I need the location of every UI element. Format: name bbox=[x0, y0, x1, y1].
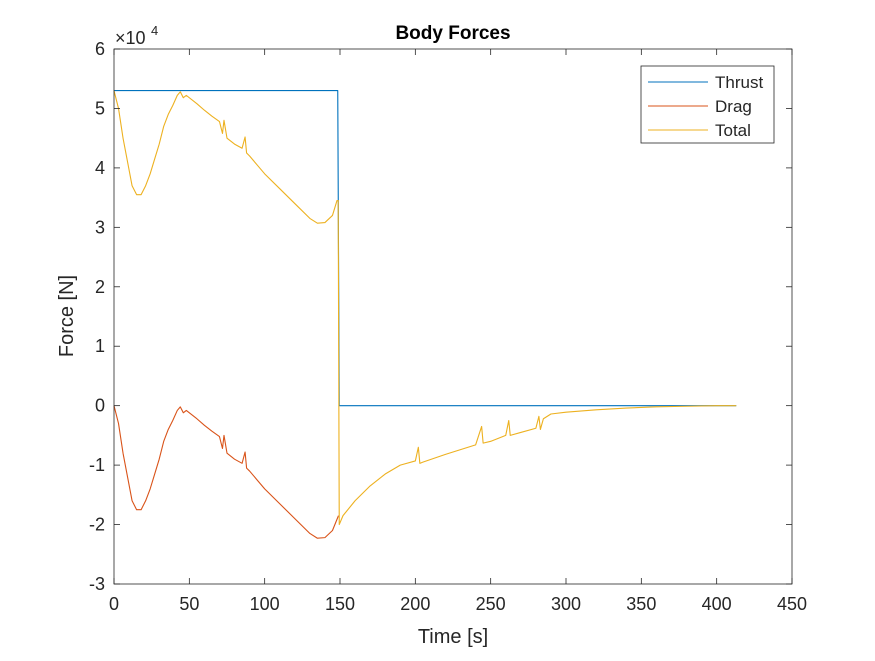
x-tick-label: 400 bbox=[702, 594, 732, 614]
x-tick-label: 250 bbox=[476, 594, 506, 614]
series-line-total bbox=[113, 90, 737, 526]
x-tick-label: 100 bbox=[250, 594, 280, 614]
series-line-drag bbox=[113, 405, 339, 539]
x-tick-label: 450 bbox=[777, 594, 807, 614]
legend-label-drag: Drag bbox=[715, 97, 752, 116]
y-tick-label: 0 bbox=[95, 396, 105, 416]
y-tick-label: 4 bbox=[95, 158, 105, 178]
y-axis-ticks: -3 -2 -1 0 1 2 3 4 5 6 bbox=[89, 39, 792, 594]
y-tick-label: 1 bbox=[95, 336, 105, 356]
x-tick-label: 350 bbox=[626, 594, 656, 614]
y-tick-label: -1 bbox=[89, 455, 105, 475]
legend: Thrust Drag Total bbox=[640, 65, 775, 144]
x-tick-label: 200 bbox=[400, 594, 430, 614]
x-tick-label: 50 bbox=[179, 594, 199, 614]
legend-label-thrust: Thrust bbox=[715, 73, 763, 92]
plot-lines bbox=[113, 90, 737, 539]
legend-items: Thrust Drag Total bbox=[648, 73, 763, 140]
x-tick-label: 150 bbox=[325, 594, 355, 614]
x-tick-label: 300 bbox=[551, 594, 581, 614]
y-tick-label: 2 bbox=[95, 277, 105, 297]
y-tick-label: 5 bbox=[95, 98, 105, 118]
y-exponent-base: ×10 bbox=[115, 28, 146, 48]
y-exponent-power: 4 bbox=[151, 23, 158, 38]
legend-label-total: Total bbox=[715, 121, 751, 140]
y-tick-label: 6 bbox=[95, 39, 105, 59]
y-tick-label: -2 bbox=[89, 515, 105, 535]
x-axis-ticks: 0 50 100 150 200 250 300 350 400 450 bbox=[109, 49, 807, 614]
x-tick-label: 0 bbox=[109, 594, 119, 614]
chart-title: Body Forces bbox=[395, 23, 510, 44]
x-axis-label: Time [s] bbox=[418, 626, 488, 648]
y-tick-label: -3 bbox=[89, 574, 105, 594]
y-tick-label: 3 bbox=[95, 217, 105, 237]
series-line-thrust bbox=[114, 90, 737, 407]
axes-box bbox=[113, 48, 793, 585]
y-axis-label: Force [N] bbox=[56, 275, 78, 357]
